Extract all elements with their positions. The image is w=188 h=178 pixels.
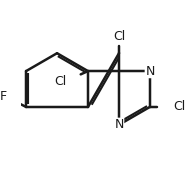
Text: N: N [145,65,155,78]
Text: N: N [114,118,124,131]
Text: Cl: Cl [55,75,67,88]
Text: Cl: Cl [113,30,125,43]
Text: Cl: Cl [173,100,186,113]
Text: F: F [0,90,7,103]
